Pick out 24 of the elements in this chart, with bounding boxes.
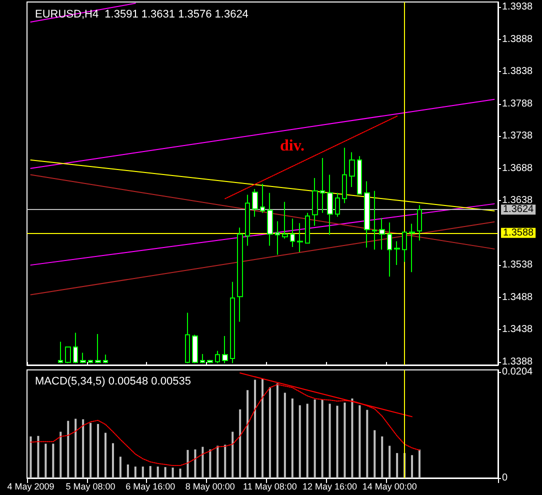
x-tick-label: 12 May 16:00 <box>302 482 358 492</box>
y-tick-label: 1.3788 <box>502 98 534 110</box>
y-tick-label: 1.3938 <box>502 2 534 13</box>
y-tick-label: 1.3638 <box>502 195 534 206</box>
x-tick-label: 6 May 16:00 <box>126 482 176 492</box>
x-tick-label: 8 May 00:00 <box>185 482 235 492</box>
ref-line-label: 1.3624 <box>503 204 534 216</box>
text: MACD(5,34,5) 0.00548 0.00535 <box>35 376 191 388</box>
x-tick-label: 14 May 00:00 <box>362 482 417 492</box>
x-tick-label: 11 May 08:00 <box>243 482 297 492</box>
y-tick-label: 1.3838 <box>502 66 534 78</box>
y-tick-label: 1.3538 <box>502 260 534 271</box>
x-tick-label: 4 May 2009 <box>7 482 54 492</box>
y-tick-label: 1.3738 <box>502 130 534 142</box>
y-tick-label: 1.3388 <box>502 356 534 368</box>
y-tick-label: 0.0204 <box>502 366 534 378</box>
y-tick-label: 1.3488 <box>502 292 534 303</box>
y-tick-label: 1.3688 <box>502 162 534 174</box>
x-tick-label: 5 May 08:00 <box>66 482 116 492</box>
annotation: div. <box>280 138 304 154</box>
ref-line-label: 1.3588 <box>503 227 534 238</box>
y-tick-label: 1.3438 <box>502 324 534 336</box>
y-tick-label: 1.3888 <box>502 34 534 45</box>
y-tick-label: 0 <box>502 472 508 484</box>
